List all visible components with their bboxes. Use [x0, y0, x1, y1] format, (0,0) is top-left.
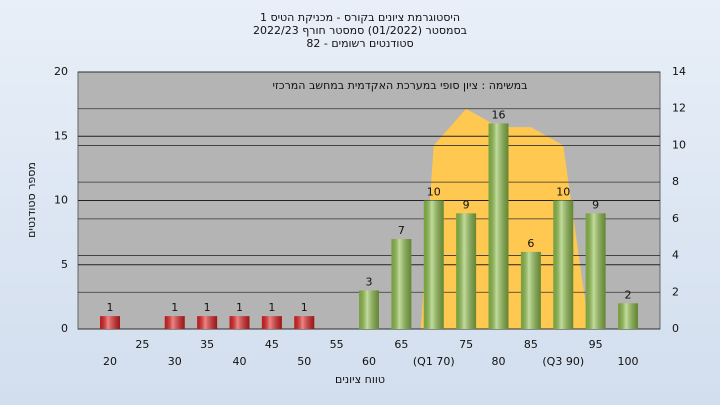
x-tick-label: 60	[362, 355, 376, 368]
data-label: 1	[236, 301, 243, 314]
data-label: 1	[171, 301, 178, 314]
x-axis-label: טווח ציונים	[335, 373, 385, 386]
data-label: 10	[556, 186, 570, 199]
y2-tick-label: 6	[672, 212, 679, 225]
y-tick-label: 10	[54, 194, 68, 207]
bar-shine	[553, 200, 574, 329]
data-label: 10	[427, 186, 441, 199]
data-label: 9	[463, 198, 470, 211]
x-tick-label: 35	[200, 338, 214, 351]
data-label: 3	[366, 275, 373, 288]
y2-tick-label: 2	[672, 285, 679, 298]
x-tick-label: 40	[233, 355, 247, 368]
bar-shine	[261, 316, 282, 329]
y2-tick-label: 14	[672, 65, 686, 78]
data-label: 1	[268, 301, 275, 314]
bar-shine	[391, 239, 412, 329]
data-label: 1	[301, 301, 308, 314]
y-axis-label: מספר סטודנטים	[25, 162, 38, 238]
bar-shine	[618, 303, 638, 329]
y-tick-label: 20	[54, 65, 68, 78]
bar-shine	[294, 316, 315, 329]
x-tick-label: 80	[492, 355, 506, 368]
data-label: 16	[492, 108, 506, 121]
bar-shine	[585, 213, 606, 329]
x-tick-label: 55	[330, 338, 344, 351]
x-tick-label: 45	[265, 338, 279, 351]
y2-tick-label: 10	[672, 138, 686, 151]
chart-title: היסטוגרמת ציונים בקורס - מכניקת הטיס 1	[260, 11, 460, 24]
data-label: 7	[398, 224, 405, 237]
bar-shine	[164, 316, 185, 329]
y-tick-label: 5	[61, 258, 68, 271]
x-tick-label: (Q1 70)	[413, 355, 455, 368]
y2-tick-label: 8	[672, 175, 679, 188]
x-tick-label: 75	[459, 338, 473, 351]
chart-subtitle: בסמסטר (01/2022) סמסטר חורף 2022/23	[253, 24, 467, 37]
y-tick-label: 0	[61, 322, 68, 335]
chart-subtitle: סטודנטים רשומים - 82	[306, 37, 413, 50]
x-tick-label: 85	[524, 338, 538, 351]
x-tick-label: 20	[103, 355, 117, 368]
data-label: 2	[625, 288, 632, 301]
x-tick-label: 25	[135, 338, 149, 351]
data-label: 1	[204, 301, 211, 314]
annotation: במשימה : ציון סופי במערכת האקדמית במחשב …	[273, 79, 528, 92]
x-tick-label: 50	[297, 355, 311, 368]
bar-shine	[456, 213, 477, 329]
bar-shine	[520, 251, 541, 329]
y2-tick-label: 12	[672, 102, 686, 115]
bar-shine	[359, 290, 379, 329]
y2-tick-label: 0	[672, 322, 679, 335]
bar-shine	[100, 316, 120, 329]
bar-shine	[197, 316, 218, 329]
y-tick-label: 15	[54, 129, 68, 142]
x-tick-label: 100	[618, 355, 639, 368]
data-label: 1	[107, 301, 114, 314]
x-tick-label: 65	[394, 338, 408, 351]
data-label: 9	[592, 198, 599, 211]
x-tick-label: 30	[168, 355, 182, 368]
x-tick-label: 95	[589, 338, 603, 351]
bar-shine	[488, 123, 509, 330]
bar-shine	[423, 200, 444, 329]
x-tick-label: (Q3 90)	[542, 355, 584, 368]
data-label: 6	[527, 237, 534, 250]
bar-shine	[229, 316, 250, 329]
y2-tick-label: 4	[672, 249, 679, 262]
